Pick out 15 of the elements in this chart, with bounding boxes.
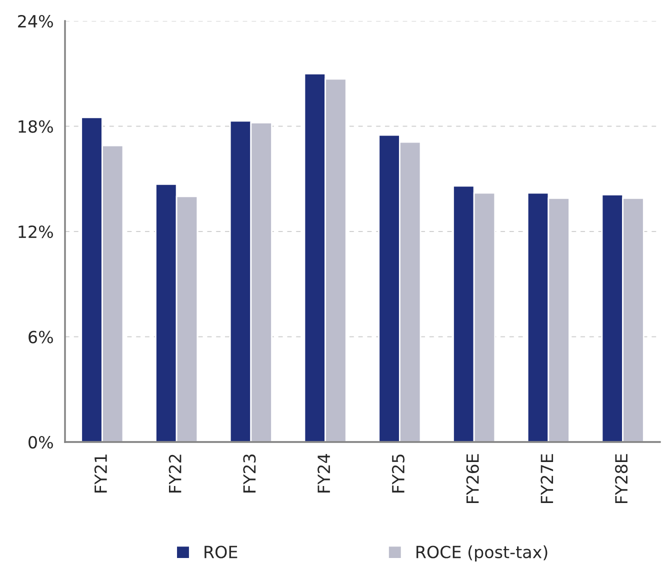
x-tick-label: FY28E xyxy=(615,454,628,503)
y-tick-label: 0% xyxy=(28,436,53,449)
x-tick-label: FY25 xyxy=(392,454,405,492)
x-tick-label: FY21 xyxy=(94,454,107,492)
legend-label: ROCE (post-tax) xyxy=(416,545,548,562)
x-tick-label: FY22 xyxy=(168,454,182,492)
legend-label: ROE xyxy=(204,546,238,558)
y-tick-label: 6% xyxy=(28,330,53,344)
x-tick-label: FY24 xyxy=(318,454,330,492)
x-tick-label: FY27E xyxy=(540,454,554,503)
y-tick-label: 24% xyxy=(18,14,53,28)
x-tick-label: FY26E xyxy=(466,454,479,503)
y-tick-label: 12% xyxy=(18,225,53,238)
x-tick-label: FY23 xyxy=(243,454,256,492)
y-tick-label: 18% xyxy=(18,120,53,133)
